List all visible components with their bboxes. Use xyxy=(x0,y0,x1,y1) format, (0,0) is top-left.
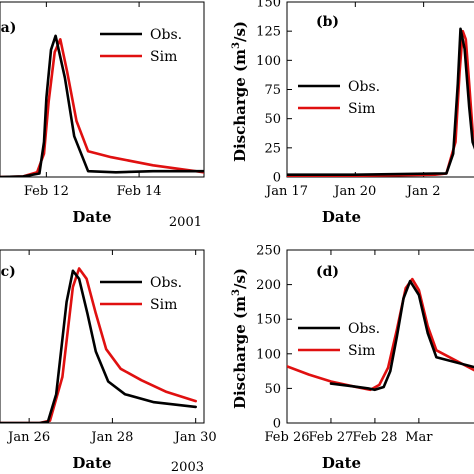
y-tick-label: 125 xyxy=(256,25,281,40)
x-tick-label: Jan 2 xyxy=(405,184,441,199)
series-line-obs xyxy=(0,269,197,423)
legend-label: Obs. xyxy=(348,79,380,95)
x-tick-label: Mar xyxy=(405,430,433,445)
x-tick-label: Feb 12 xyxy=(24,184,69,199)
x-axis-title: Date xyxy=(322,454,361,472)
chart-panel-3: Jan 26 Jan 28 Jan 30 Date 2003 (c) Obs. Sim xyxy=(0,249,217,474)
year-note: 2001 xyxy=(169,215,202,230)
y-tick-label: 0 xyxy=(273,417,281,432)
panel-letter: (a) xyxy=(0,20,16,36)
panel-letter: (b) xyxy=(316,14,339,30)
x-tick-label: Jan 30 xyxy=(173,430,217,445)
y-tick-label: 100 xyxy=(256,347,281,362)
legend-label: Obs. xyxy=(150,275,182,291)
y-tick-label: 0 xyxy=(273,171,281,186)
x-tick-label: Feb 14 xyxy=(117,184,162,199)
x-axis-title: Date xyxy=(72,208,111,226)
series-group xyxy=(0,34,204,177)
chart-panel-2: Jan 17 Jan 20 Jan 20255075100125150DateDis… xyxy=(231,0,474,226)
legend-label: Sim xyxy=(348,101,375,117)
y-tick-label: 50 xyxy=(264,382,281,397)
series-line-sim xyxy=(287,29,474,177)
panel-letter: (c) xyxy=(0,264,16,280)
y-tick-label: 150 xyxy=(256,313,281,328)
series-line-sim xyxy=(287,277,474,392)
y-tick-label: 150 xyxy=(256,0,281,11)
plot-frame xyxy=(0,249,205,424)
y-tick-label: 200 xyxy=(256,278,281,293)
y-tick-label: 250 xyxy=(256,244,281,259)
year-note: 2003 xyxy=(171,460,204,474)
x-tick-label: Feb 28 xyxy=(352,430,397,445)
legend-label: Obs. xyxy=(150,27,182,43)
y-tick-label: 25 xyxy=(264,141,281,156)
x-tick-label: Jan 20 xyxy=(332,184,376,199)
x-tick-label: Feb 27 xyxy=(308,430,353,445)
series-line-obs xyxy=(329,279,474,392)
legend-label: Obs. xyxy=(348,321,380,337)
x-tick-label: Jan 28 xyxy=(89,430,133,445)
x-tick-label: Jan 17 xyxy=(264,184,308,199)
y-tick-label: 100 xyxy=(256,54,281,69)
series-line-obs xyxy=(0,34,204,177)
legend-label: Sim xyxy=(150,49,177,65)
plot-frame xyxy=(0,1,205,178)
plot-frame xyxy=(286,249,474,424)
x-axis-title: Date xyxy=(72,454,111,472)
x-tick-label: Jan 26 xyxy=(6,430,50,445)
series-group xyxy=(287,277,474,392)
series-line-sim xyxy=(0,37,204,177)
x-axis-title: Date xyxy=(322,208,361,226)
x-tick-label: Feb 26 xyxy=(265,430,310,445)
series-line-sim xyxy=(0,267,197,423)
series-line-obs xyxy=(287,27,474,176)
series-group xyxy=(287,27,474,177)
y-axis-title: Discharge (m3/s) xyxy=(231,21,249,162)
legend-label: Sim xyxy=(150,297,177,313)
y-axis-title: Discharge (m3/s) xyxy=(231,268,249,409)
series-group xyxy=(0,267,197,423)
chart-panel-1: Feb 12 Feb 14 Date 2001 (a) Obs. Sim xyxy=(0,1,205,230)
legend-label: Sim xyxy=(348,343,375,359)
y-tick-label: 75 xyxy=(264,83,281,98)
panel-letter: (d) xyxy=(316,264,339,280)
y-tick-label: 50 xyxy=(264,112,281,127)
